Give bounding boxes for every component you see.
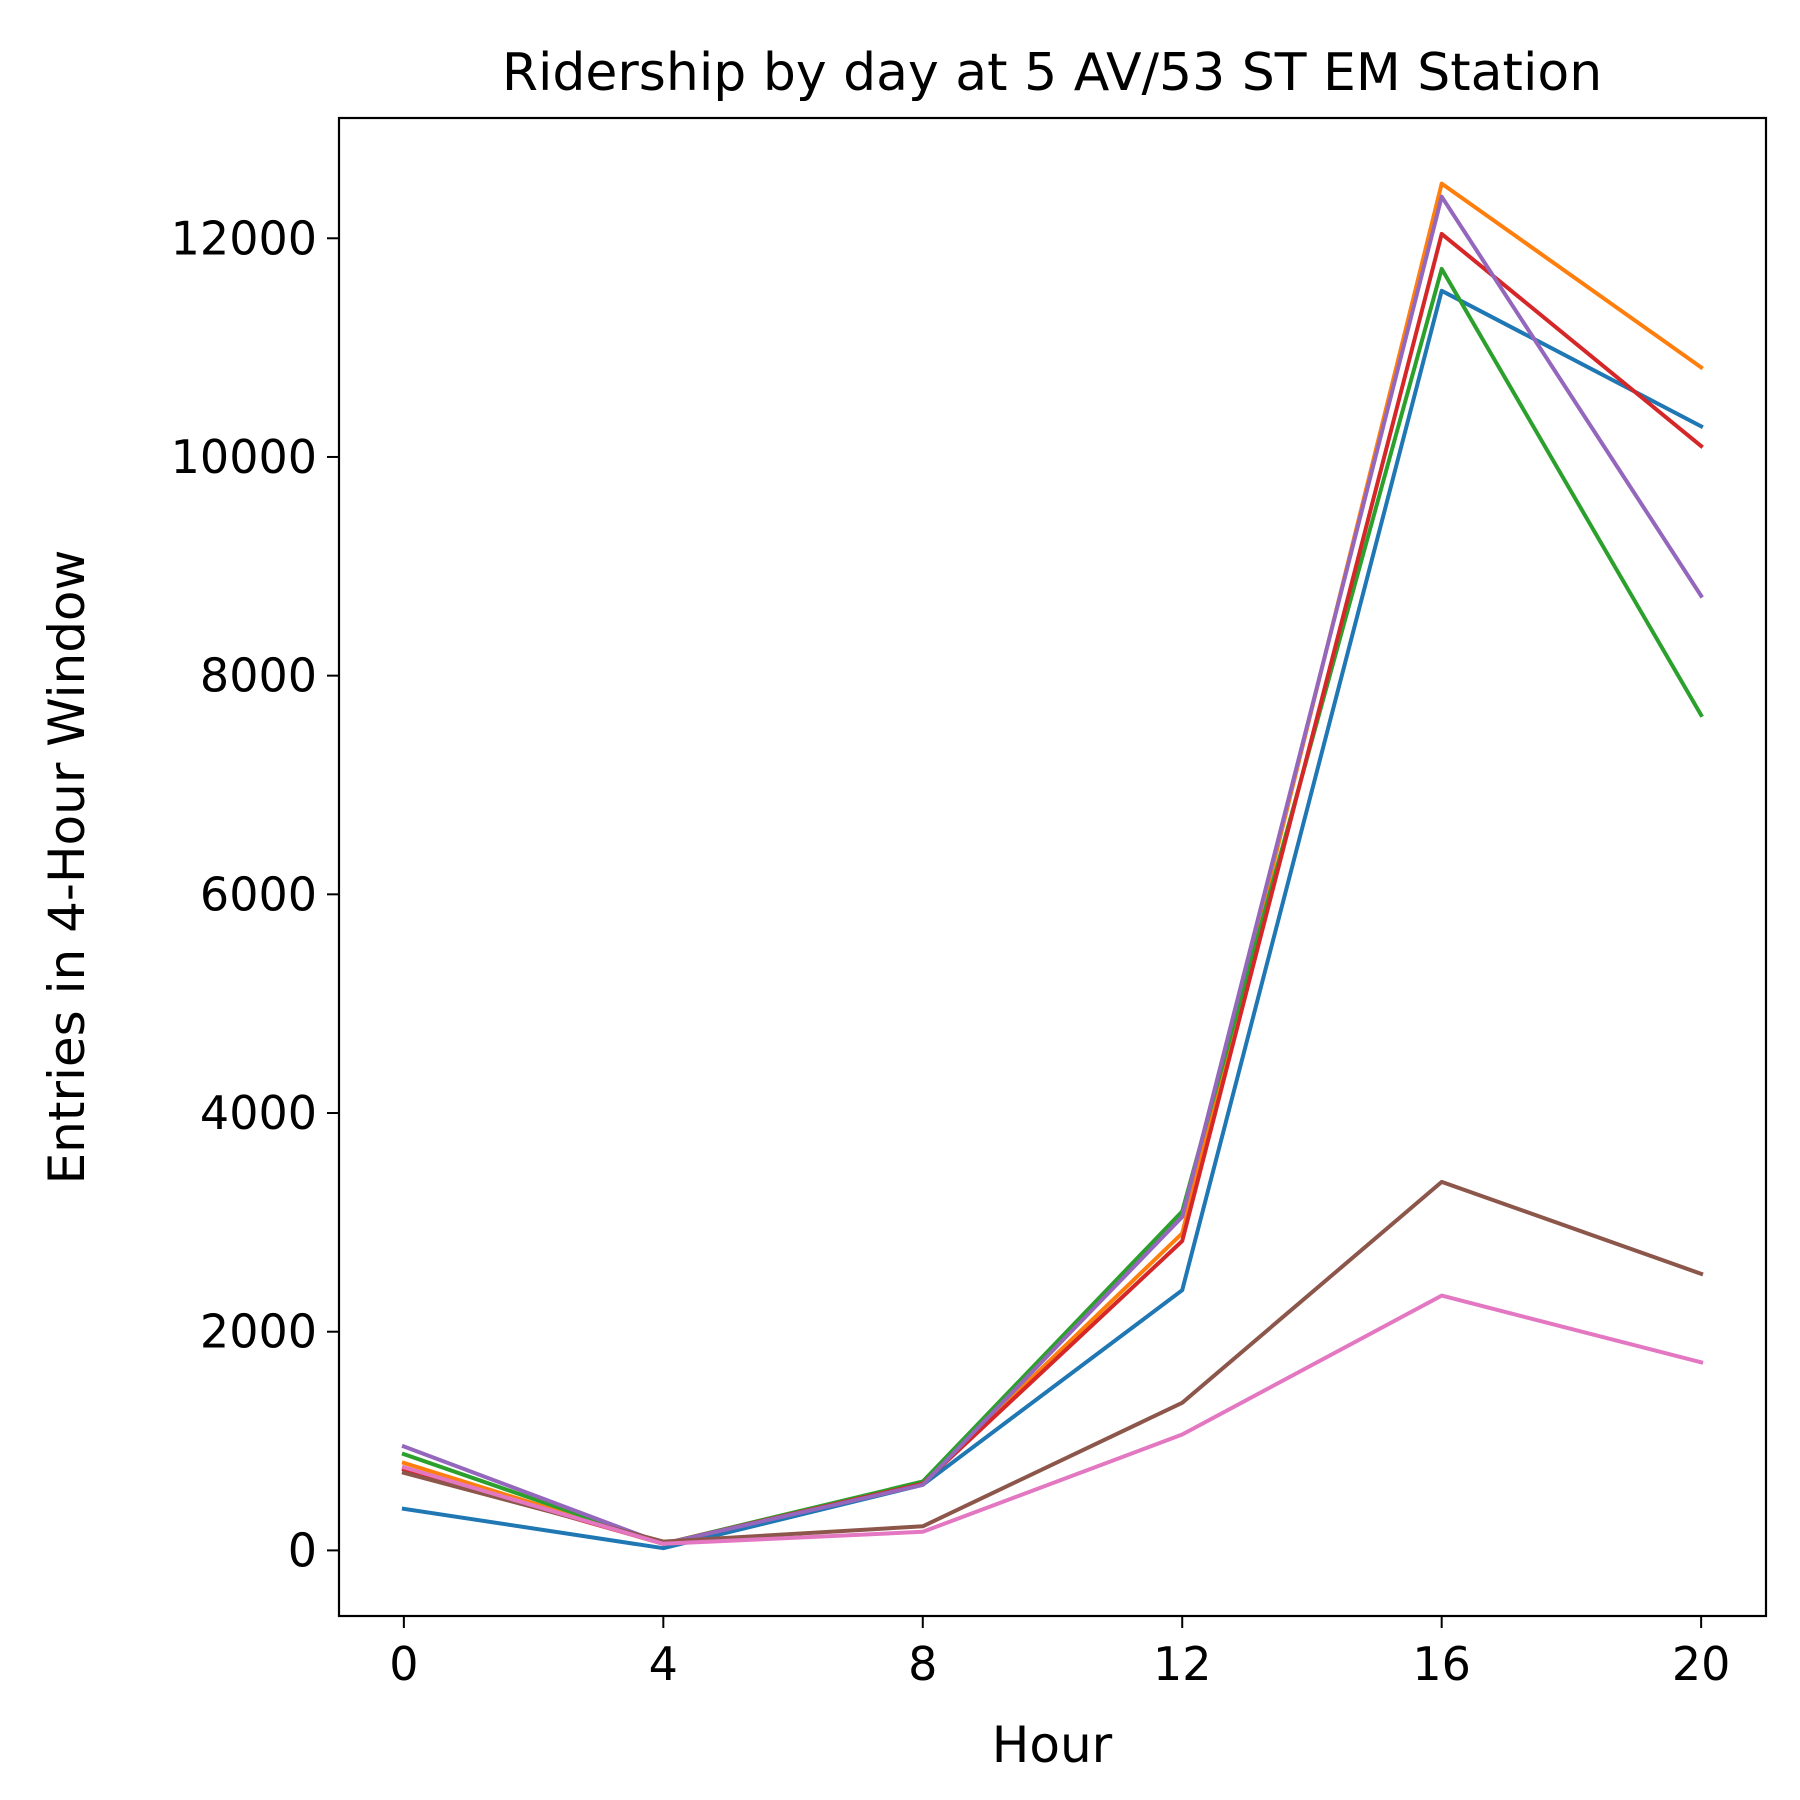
chart-title: Ridership by day at 5 AV/53 ST EM Statio…: [502, 43, 1602, 103]
x-tick-label: 0: [389, 1637, 418, 1691]
series-layer: [401, 181, 1704, 1551]
y-tick-label: 10000: [171, 430, 317, 484]
x-tick-label: 12: [1153, 1637, 1212, 1691]
y-axis-label: Entries in 4-Hour Window: [38, 550, 96, 1185]
y-tick-label: 12000: [171, 211, 317, 265]
y-tick-label: 4000: [200, 1086, 317, 1140]
y-tick-label: 2000: [200, 1305, 317, 1359]
series-line-1: [401, 288, 1704, 1551]
x-axis: 0 4 8 12 16 20: [389, 1616, 1730, 1691]
x-tick-label: 4: [649, 1637, 678, 1691]
y-tick-label: 6000: [200, 867, 317, 921]
x-tick-label: 8: [908, 1637, 937, 1691]
x-tick-label: 16: [1412, 1637, 1471, 1691]
plot-frame: [337, 116, 1768, 1618]
plot-area: [337, 116, 1768, 1618]
series-line-5: [401, 194, 1704, 1546]
y-tick-label: 8000: [200, 649, 317, 703]
y-tick-label: 0: [288, 1523, 317, 1577]
x-tick-label: 20: [1672, 1637, 1731, 1691]
series-line-7: [401, 1293, 1704, 1546]
y-axis: 0 2000 4000 6000 8000 10000 12000: [171, 211, 339, 1577]
x-axis-label: Hour: [992, 1716, 1113, 1774]
